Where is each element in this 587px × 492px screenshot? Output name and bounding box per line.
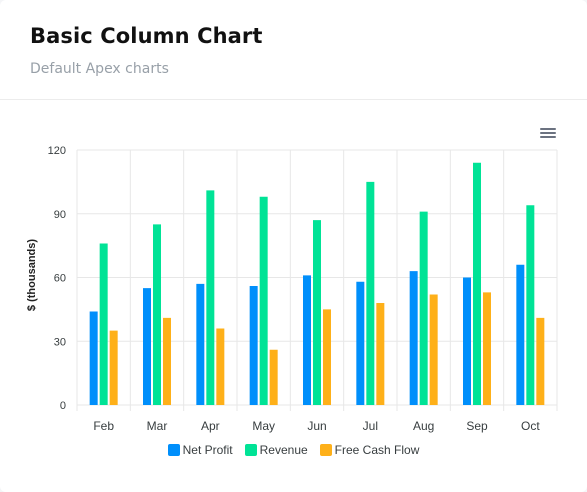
y-tick-label: 120 [48, 145, 66, 157]
bar-net-profit-mar[interactable] [143, 288, 151, 405]
bar-net-profit-oct[interactable] [516, 264, 525, 405]
bar-free-cash-flow-apr[interactable] [216, 328, 225, 406]
bars [89, 162, 545, 406]
bar-revenue-apr[interactable] [206, 190, 215, 405]
y-tick-label: 0 [60, 400, 66, 412]
legend-item-net-profit[interactable]: Net Profit [167, 443, 233, 457]
legend-item-free-cash-flow[interactable]: Free Cash Flow [319, 443, 420, 457]
legend-marker [244, 444, 257, 456]
bar-revenue-sep[interactable] [473, 162, 481, 405]
bar-net-profit-apr[interactable] [196, 283, 205, 405]
x-tick-label: May [252, 419, 275, 433]
x-tick-label: Oct [521, 419, 540, 433]
y-tick-label: 30 [54, 336, 66, 348]
x-tick-label: Feb [93, 419, 114, 433]
chart-legend: Net Profit Revenue Free Cash Flow [0, 443, 587, 457]
card-header: Basic Column Chart Default Apex charts [0, 0, 587, 100]
y-axis-ticks: 0 30 60 90 120 [48, 145, 66, 412]
page-subtitle: Default Apex charts [30, 61, 169, 77]
x-tick-label: Mar [147, 419, 168, 433]
bar-revenue-oct[interactable] [526, 205, 535, 405]
bar-revenue-feb[interactable] [99, 243, 108, 406]
legend-label: Free Cash Flow [334, 443, 420, 457]
bar-net-profit-feb[interactable] [89, 311, 98, 406]
bar-revenue-jun[interactable] [313, 220, 321, 405]
legend-label: Net Profit [182, 443, 233, 457]
legend-marker [167, 444, 180, 456]
legend-label: Revenue [259, 443, 308, 457]
x-tick-label: Aug [413, 419, 434, 433]
x-tick-label: Sep [466, 419, 488, 433]
legend-marker [319, 444, 332, 456]
bar-revenue-may[interactable] [259, 196, 268, 405]
bar-free-cash-flow-oct[interactable] [536, 317, 545, 405]
bar-revenue-aug[interactable] [419, 211, 428, 405]
page-title: Basic Column Chart [30, 24, 263, 48]
legend-item-revenue[interactable]: Revenue [244, 443, 308, 457]
bar-free-cash-flow-sep[interactable] [483, 292, 491, 405]
bar-free-cash-flow-may[interactable] [269, 349, 278, 405]
x-tick-label: Apr [201, 419, 220, 433]
bar-free-cash-flow-feb[interactable] [109, 330, 118, 405]
bar-free-cash-flow-jun[interactable] [323, 309, 331, 405]
y-tick-label: 90 [54, 209, 66, 221]
bar-free-cash-flow-aug[interactable] [429, 294, 438, 406]
bar-revenue-jul[interactable] [366, 181, 375, 405]
bar-revenue-mar[interactable] [153, 224, 161, 405]
bar-net-profit-may[interactable] [249, 286, 258, 405]
bar-net-profit-aug[interactable] [409, 271, 418, 405]
x-tick-label: Jun [307, 419, 326, 433]
y-tick-label: 60 [54, 273, 66, 285]
bar-free-cash-flow-mar[interactable] [163, 317, 171, 405]
bar-net-profit-jul[interactable] [356, 281, 365, 405]
bar-net-profit-sep[interactable] [463, 277, 471, 406]
hamburger-menu-icon[interactable] [540, 128, 556, 140]
bar-net-profit-jun[interactable] [303, 275, 311, 405]
y-axis-label: $ (thousands) [26, 239, 38, 311]
x-axis-ticks: Feb Mar Apr May Jun Jul Aug Sep Oct [76, 405, 558, 433]
bar-free-cash-flow-jul[interactable] [376, 303, 385, 405]
x-tick-label: Jul [363, 419, 378, 433]
